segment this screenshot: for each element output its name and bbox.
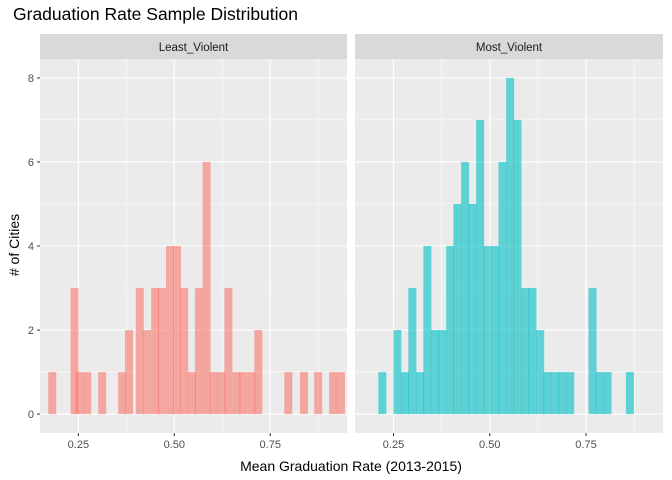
histogram-bar	[135, 288, 144, 415]
x-axis-title: Mean Graduation Rate (2013-2015)	[240, 458, 462, 474]
histogram-bar	[143, 330, 152, 415]
x-tick-label: 0.25	[68, 439, 89, 451]
histogram-bar	[166, 246, 175, 415]
histogram-bar	[438, 330, 447, 415]
histogram-bar	[498, 161, 507, 415]
histogram-bar	[491, 246, 500, 415]
histogram-bar	[173, 246, 181, 415]
panels-layer: Least_Violent 0.25 0.50 0.75 Most_Violent 0.2…	[28, 34, 663, 451]
x-tick-label: 0.75	[260, 439, 281, 451]
histogram-bar	[521, 288, 530, 415]
x-tick-label: 0.25	[383, 439, 404, 451]
histogram-bar	[536, 330, 545, 415]
histogram-bar	[194, 288, 203, 415]
histogram-bar	[446, 246, 455, 415]
histogram-bar	[393, 330, 402, 415]
facet-strip	[40, 34, 347, 59]
facet-panel-1: Least_Violent 0.25 0.50 0.75	[40, 34, 347, 451]
histogram-bar	[588, 288, 597, 415]
histogram-bar	[513, 119, 522, 415]
histogram-bar	[329, 372, 338, 415]
histogram-bar	[423, 246, 432, 415]
facet-strip	[355, 34, 663, 59]
histogram-bar	[543, 372, 552, 415]
histogram-bar	[595, 372, 604, 415]
chart-title: Graduation Rate Sample Distribution	[13, 4, 299, 24]
histogram-bar	[551, 372, 560, 415]
histogram-bar	[468, 203, 477, 415]
histogram-bar	[158, 288, 167, 415]
histogram-bar	[232, 372, 241, 415]
facet-strip-label: Least_Violent	[159, 42, 229, 54]
histogram-bar	[461, 161, 470, 415]
histogram-bar	[336, 372, 345, 415]
histogram-bar	[239, 372, 248, 415]
x-tick-label: 0.50	[164, 439, 185, 451]
histogram-bar	[476, 119, 485, 415]
histogram-bar	[180, 288, 189, 415]
histogram-bar	[284, 372, 293, 415]
histogram-bar	[603, 372, 612, 415]
histogram-bar	[98, 372, 107, 415]
x-tick-label: 0.50	[479, 439, 500, 451]
y-tick-label: 2	[28, 325, 34, 337]
histogram-bar	[151, 288, 160, 415]
histogram-bar	[254, 330, 263, 415]
y-tick-label: 0	[28, 409, 34, 421]
histogram-bar	[187, 372, 196, 415]
histogram-bar	[300, 372, 309, 415]
histogram-bar	[118, 372, 127, 415]
histogram-bar	[453, 203, 462, 415]
histogram-bar	[125, 330, 134, 415]
histogram-bar	[625, 372, 634, 415]
y-axis-title: # of Cities	[6, 214, 22, 276]
histogram-bar	[431, 330, 440, 415]
histogram-bar	[70, 288, 79, 415]
histogram-bar	[48, 372, 57, 415]
histogram-bar	[506, 77, 515, 415]
y-tick-label: 4	[28, 241, 34, 253]
histogram-bar	[314, 372, 323, 415]
histogram-bar	[83, 372, 92, 415]
y-tick-label: 6	[28, 157, 34, 169]
histogram-bar	[75, 372, 84, 415]
histogram-bar	[247, 372, 256, 415]
histogram-bar	[416, 372, 425, 415]
y-tick-label: 8	[28, 73, 34, 85]
histogram-bar	[217, 372, 226, 415]
histogram-bar	[408, 288, 417, 415]
histogram-bar	[401, 372, 410, 415]
facet-panel-2: Most_Violent 0.25 0.50 0.75	[355, 34, 663, 451]
histogram-bar	[224, 288, 233, 415]
histogram-bar	[528, 288, 537, 415]
x-tick-label: 0.75	[575, 439, 596, 451]
histogram-bar	[209, 372, 218, 415]
histogram-bar	[202, 161, 211, 415]
facet-strip-label: Most_Violent	[476, 42, 543, 54]
histogram-bar	[483, 246, 492, 415]
histogram-bar	[558, 372, 567, 415]
histogram-bar	[566, 372, 575, 415]
histogram-bar	[378, 372, 387, 415]
